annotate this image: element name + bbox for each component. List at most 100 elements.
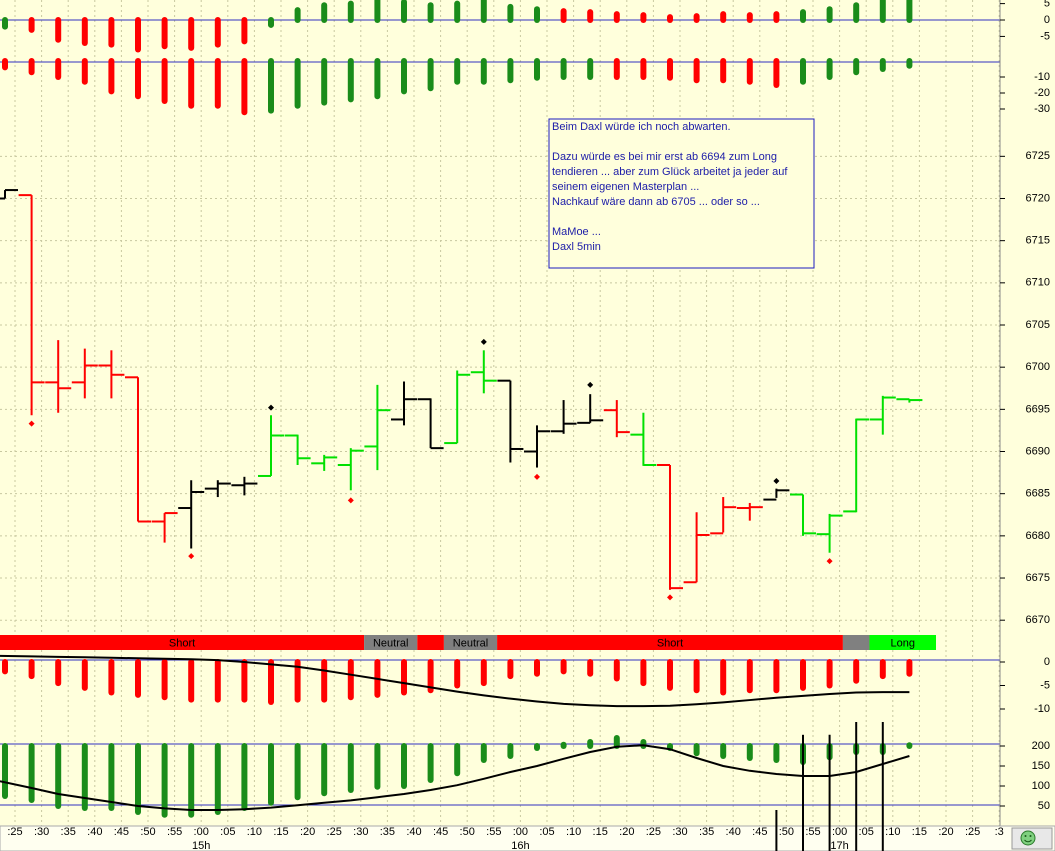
x-tick-label: :20 [938, 826, 953, 838]
signal-dot [826, 558, 833, 565]
y-tick-label: 6675 [1026, 572, 1050, 584]
signal-dot [28, 420, 35, 427]
signal-dot [268, 404, 274, 411]
x-tick-label: :50 [140, 826, 155, 838]
x-tick-label: :55 [486, 826, 501, 838]
y-tick-label: 6680 [1026, 530, 1050, 542]
annotation-line: Nachkauf wäre dann ab 6705 ... oder so .… [552, 196, 760, 208]
signal-label: Long [891, 637, 915, 649]
y-tick-label: 6720 [1026, 192, 1050, 204]
signal-segment [443, 635, 498, 650]
y-tick-label: 6690 [1026, 445, 1050, 457]
x-tick-label: :50 [460, 826, 475, 838]
x-tick-label: :05 [859, 826, 874, 838]
annotation-line: Beim Daxl würde ich noch abwarten. [552, 121, 731, 133]
y-tick-label: 5 [1044, 0, 1050, 10]
x-tick-label: :45 [114, 826, 129, 838]
x-tick-label: :55 [805, 826, 820, 838]
signal-dot [773, 478, 780, 485]
annotation-line: tendieren ... aber zum Glück arbeitet ja… [552, 166, 788, 178]
y-tick-label: 200 [1032, 740, 1050, 752]
y-tick-label: 6695 [1026, 403, 1050, 415]
x-tick-label: :30 [672, 826, 687, 838]
signal-dot [587, 381, 594, 388]
x-tick-label: :40 [726, 826, 741, 838]
signal-dot [188, 553, 195, 560]
x-tick-label: :20 [619, 826, 634, 838]
smiley-mouth [1024, 839, 1032, 843]
signal-bar: Short Neutral Neutral Short Long [0, 635, 936, 650]
x-tick-label: :10 [566, 826, 581, 838]
x-tick-label: :30 [353, 826, 368, 838]
x-tick-label: :00 [513, 826, 528, 838]
x-tick-label: :00 [194, 826, 209, 838]
smiley-icon[interactable] [1011, 827, 1053, 850]
x-axis-strip [0, 825, 1055, 851]
x-tick-label: :40 [87, 826, 102, 838]
x-tick-label: :3 [995, 826, 1004, 838]
y-tick-label: 6710 [1026, 277, 1050, 289]
x-tick-label: :45 [433, 826, 448, 838]
y-tick-label: 150 [1032, 760, 1050, 772]
x-tick-label: :35 [61, 826, 76, 838]
y-tick-label: 6725 [1026, 150, 1050, 162]
smiley-eye [1029, 835, 1032, 837]
x-tick-label: :25 [965, 826, 980, 838]
y-tick-label: 0 [1044, 656, 1050, 668]
signal-dot [534, 473, 540, 480]
x-hour-label: 17h [830, 840, 848, 851]
x-tick-label: :15 [273, 826, 288, 838]
x-tick-label: :15 [593, 826, 608, 838]
signal-label: Neutral [373, 637, 408, 649]
x-hour-label: 15h [192, 840, 210, 851]
y-tick-label: 0 [1044, 14, 1050, 26]
signal-label: Neutral [453, 637, 488, 649]
signal-segment [842, 635, 870, 650]
x-tick-label: :05 [220, 826, 235, 838]
indicator-line [0, 744, 910, 811]
x-tick-label: :30 [34, 826, 49, 838]
annotation-frame [548, 118, 815, 269]
signal-segment [417, 635, 444, 650]
signal-label: Short [169, 637, 195, 649]
y-tick-label: -5 [1040, 30, 1050, 42]
y-tick-label: -30 [1034, 103, 1050, 115]
x-tick-label: :05 [539, 826, 554, 838]
x-tick-label: :00 [832, 826, 847, 838]
y-tick-label: -10 [1034, 703, 1050, 715]
x-tick-label: :40 [406, 826, 421, 838]
signal-segment [497, 635, 843, 650]
indicator-line [0, 654, 910, 708]
x-tick-label: :10 [885, 826, 900, 838]
y-tick-label: -10 [1034, 71, 1050, 83]
x-tick-label: :25 [646, 826, 661, 838]
y-tick-label: 6670 [1026, 614, 1050, 626]
signal-segment [869, 635, 936, 650]
x-hour-label: 16h [511, 840, 529, 851]
y-tick-label: 6685 [1026, 488, 1050, 500]
annotation-line: seinem eigenen Masterplan ... [552, 181, 699, 193]
annotation-line: Dazu würde es bei mir erst ab 6694 zum L… [552, 151, 777, 163]
x-tick-label: :55 [167, 826, 182, 838]
x-tick-label: :35 [380, 826, 395, 838]
y-tick-label: -20 [1034, 87, 1050, 99]
x-tick-label: :45 [752, 826, 767, 838]
x-tick-label: :25 [327, 826, 342, 838]
annotation-line: Daxl 5min [552, 241, 601, 253]
y-tick-label: 6705 [1026, 319, 1050, 331]
x-tick-label: :20 [300, 826, 315, 838]
signal-dot [667, 594, 673, 601]
signal-segment [364, 635, 418, 650]
x-tick-label: :35 [699, 826, 714, 838]
x-tick-label: :10 [247, 826, 262, 838]
signal-dot [347, 497, 354, 504]
x-tick-label: :50 [779, 826, 794, 838]
y-tick-label: 6715 [1026, 235, 1050, 247]
y-tick-label: -5 [1040, 679, 1050, 691]
x-tick-label: :25 [7, 826, 22, 838]
signal-segment [0, 635, 365, 650]
smiley-eye [1024, 835, 1027, 837]
smiley [1020, 830, 1036, 846]
